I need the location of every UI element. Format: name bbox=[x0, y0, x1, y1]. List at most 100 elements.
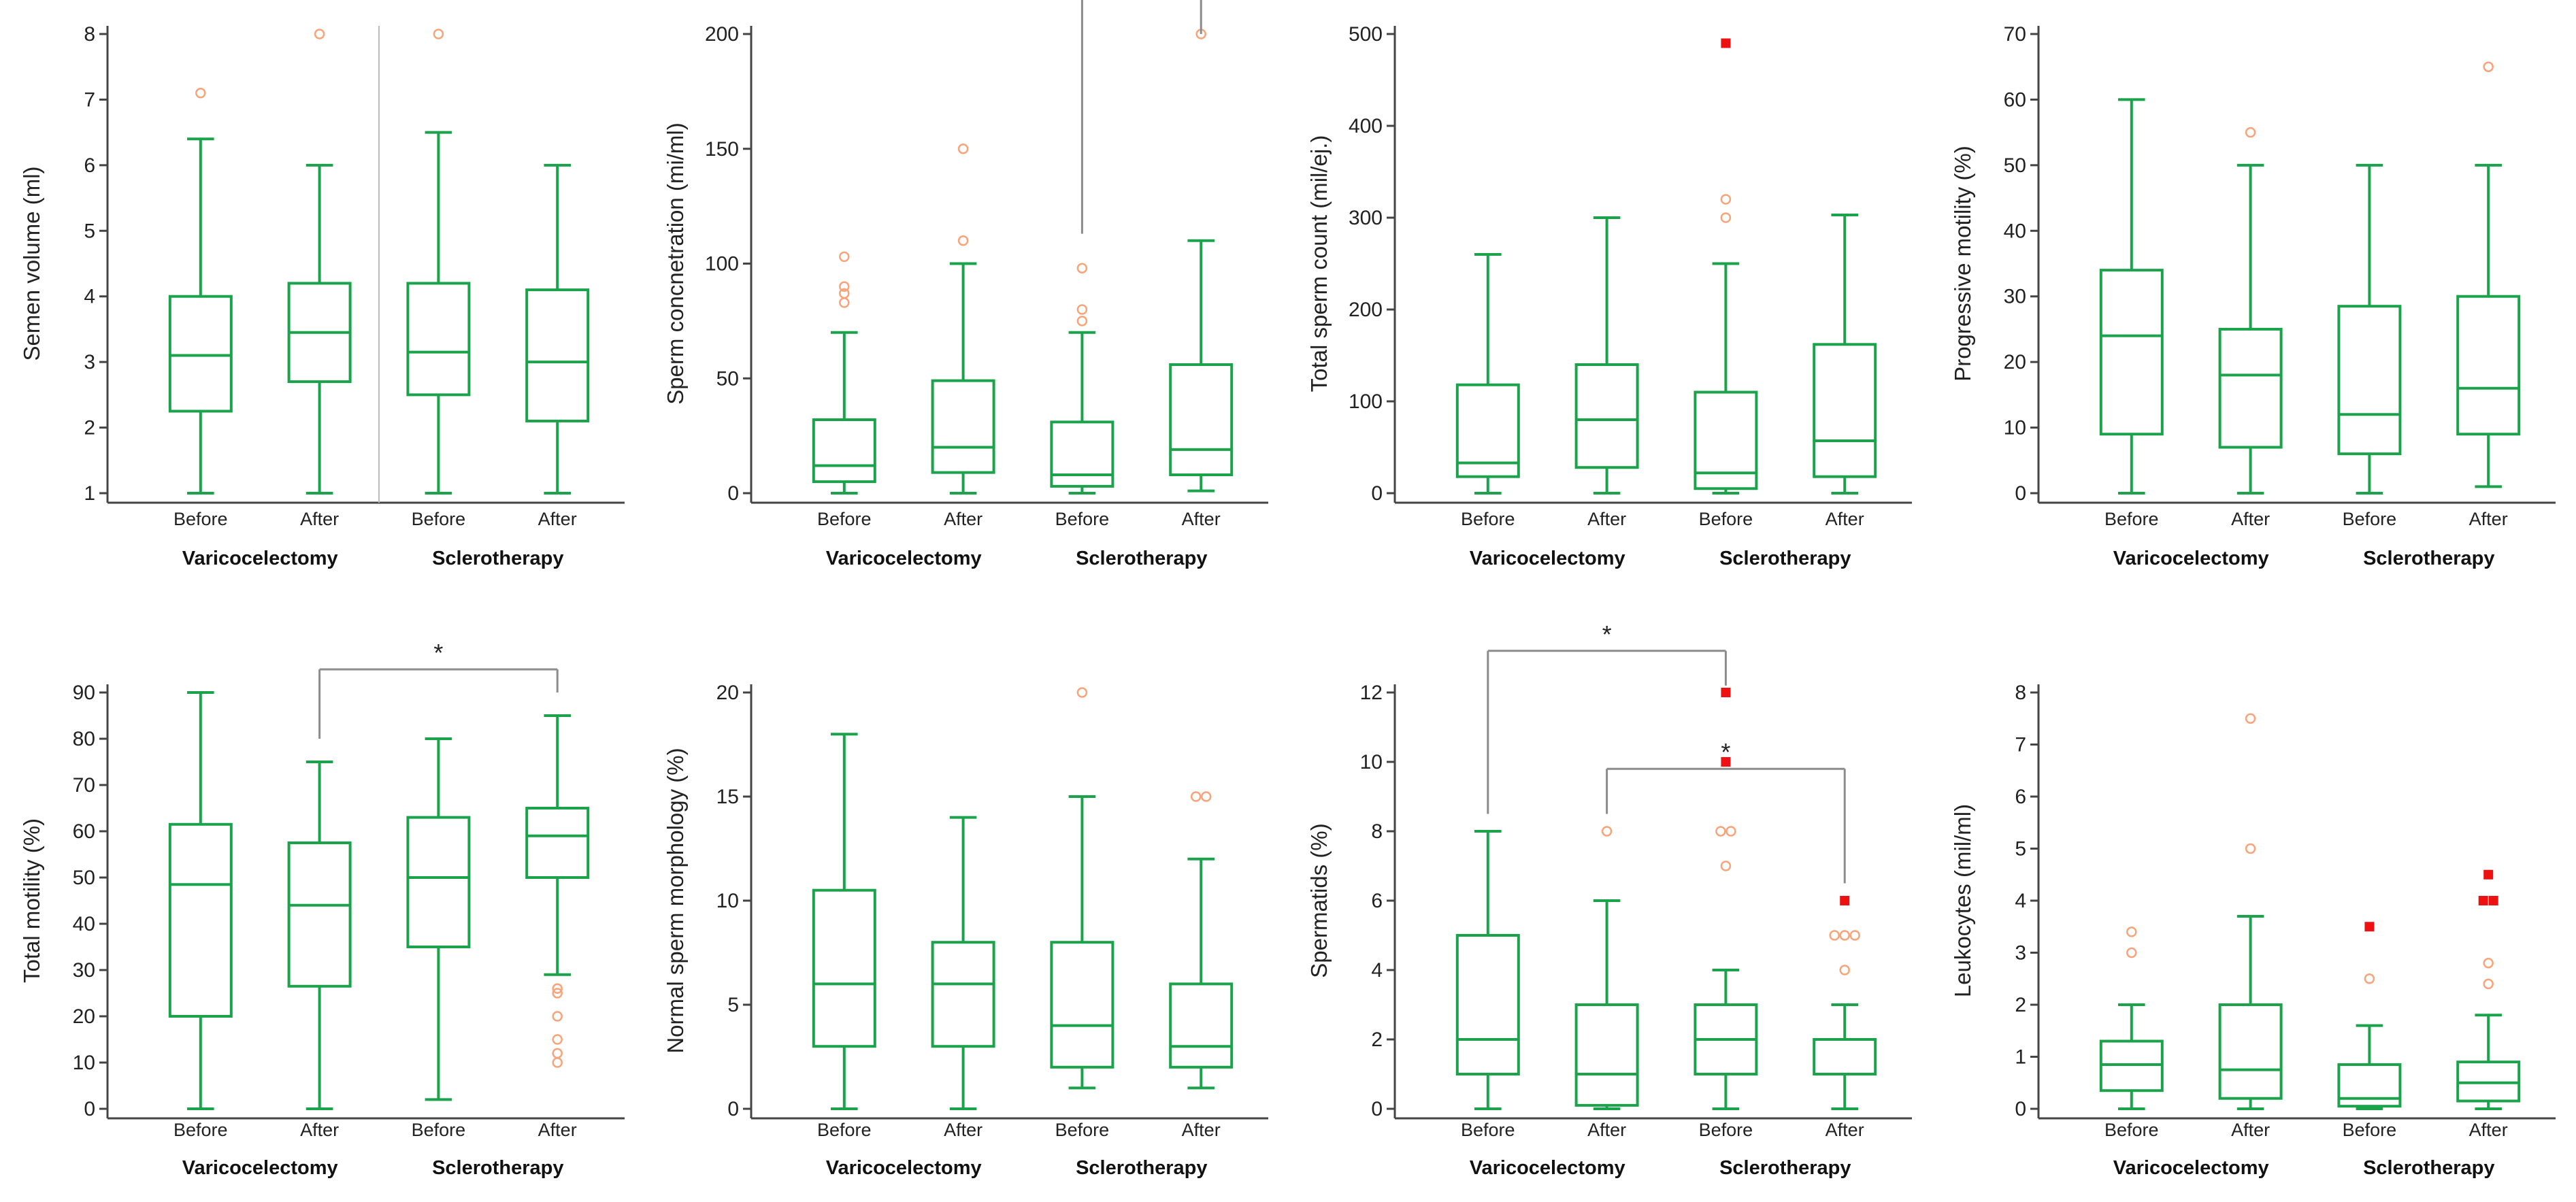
box-2 bbox=[2218, 127, 2283, 495]
group-label: Varicocelectomy bbox=[1470, 548, 1625, 569]
category-label: After bbox=[538, 509, 577, 529]
iqr-box bbox=[168, 822, 233, 1018]
y-tick-label: 1 bbox=[84, 482, 95, 505]
y-tick-label: 7 bbox=[84, 88, 95, 111]
y-tick-label: 0 bbox=[2015, 1098, 2026, 1120]
group-label: Sclerotherapy bbox=[1076, 1157, 1207, 1179]
outlier-point bbox=[1076, 687, 1088, 698]
y-tick-label: 20 bbox=[716, 682, 739, 704]
box-1 bbox=[1455, 253, 1520, 495]
box-4 bbox=[525, 714, 590, 1068]
significance-star: * bbox=[433, 639, 443, 667]
y-tick-label: 150 bbox=[705, 138, 739, 161]
outlier-point bbox=[1720, 194, 1732, 205]
group-label: Varicocelectomy bbox=[182, 548, 338, 569]
chart-panel-3: 0 100 200 300 400 500 Total sperm count (mil/e… bbox=[1306, 23, 1912, 569]
group-label: Sclerotherapy bbox=[1719, 548, 1851, 569]
box-3 bbox=[406, 737, 471, 1101]
y-axis-label: Leukocytes (mil/ml) bbox=[1950, 804, 1975, 997]
y-tick-label: 5 bbox=[2015, 838, 2026, 861]
y-tick-label: 8 bbox=[1371, 820, 1383, 843]
box-3 bbox=[1694, 38, 1758, 495]
category-label: After bbox=[1182, 509, 1221, 529]
iqr-box bbox=[2456, 295, 2521, 436]
category-label: Before bbox=[1699, 1120, 1753, 1140]
category-label: Before bbox=[1461, 509, 1515, 529]
category-label: Before bbox=[817, 1120, 872, 1140]
outlier-point bbox=[552, 983, 563, 994]
box-1 bbox=[168, 88, 233, 495]
outlier-point bbox=[1725, 826, 1736, 837]
category-label: After bbox=[300, 1120, 339, 1140]
y-tick-label: 1 bbox=[2015, 1046, 2026, 1069]
iqr-box bbox=[1813, 343, 1877, 478]
y-tick-label: 10 bbox=[1360, 751, 1383, 773]
outlier-point bbox=[2126, 926, 2137, 937]
iqr-box bbox=[931, 379, 995, 474]
far-outlier-point bbox=[1721, 38, 1731, 48]
chart-panel-6: 0 5 10 15 20 Normal sperm morphology (%) Befor… bbox=[663, 682, 1268, 1179]
box-3 bbox=[1050, 687, 1114, 1090]
far-outlier-point bbox=[2488, 896, 2498, 905]
outlier-point bbox=[552, 1011, 563, 1022]
box-3 bbox=[1050, 263, 1114, 495]
outlier-point bbox=[2245, 713, 2256, 724]
far-outlier-point bbox=[1840, 896, 1850, 905]
box-4 bbox=[1813, 213, 1877, 495]
y-tick-label: 5 bbox=[84, 220, 95, 242]
outlier-point bbox=[552, 988, 563, 999]
outlier-point bbox=[1720, 212, 1732, 223]
y-tick-label: 8 bbox=[84, 23, 95, 46]
iqr-box bbox=[2337, 1063, 2402, 1108]
significance-star: * bbox=[1721, 738, 1730, 766]
y-tick-label: 30 bbox=[73, 959, 95, 982]
category-label: After bbox=[538, 1120, 577, 1140]
iqr-box bbox=[406, 282, 471, 397]
y-tick-label: 500 bbox=[1349, 23, 1383, 46]
category-label: After bbox=[2469, 509, 2508, 529]
box-1 bbox=[2099, 926, 2164, 1110]
y-tick-label: 15 bbox=[716, 786, 739, 808]
category-label: Before bbox=[412, 509, 466, 529]
y-tick-label: 50 bbox=[2004, 154, 2026, 177]
significance-bracket-1: * bbox=[1487, 620, 1727, 814]
iqr-box bbox=[406, 816, 471, 948]
box-4 bbox=[525, 163, 590, 495]
box-1 bbox=[1455, 830, 1520, 1110]
category-label: After bbox=[1826, 1120, 1864, 1140]
outlier-point bbox=[1190, 791, 1202, 802]
iqr-box bbox=[287, 841, 352, 988]
y-tick-label: 2 bbox=[84, 417, 95, 439]
iqr-box bbox=[1694, 390, 1758, 490]
y-tick-label: 60 bbox=[73, 820, 95, 843]
outlier-point bbox=[2126, 947, 2137, 958]
outlier-point bbox=[1076, 263, 1088, 273]
y-tick-label: 5 bbox=[727, 994, 739, 1016]
group-label: Varicocelectomy bbox=[2113, 1157, 2269, 1179]
y-tick-label: 100 bbox=[1349, 390, 1383, 413]
iqr-box bbox=[1455, 383, 1520, 478]
group-label: Sclerotherapy bbox=[432, 548, 563, 569]
category-label: Before bbox=[1055, 509, 1110, 529]
y-tick-label: 3 bbox=[2015, 942, 2026, 965]
box-4 bbox=[1169, 29, 1234, 493]
outlier-point bbox=[1839, 965, 1850, 975]
chart-panel-7: 0 2 4 6 8 10 12 Spermatids (%) Before After Before… bbox=[1306, 620, 1912, 1179]
box-3 bbox=[406, 29, 471, 495]
y-tick-label: 300 bbox=[1349, 207, 1383, 229]
y-tick-label: 10 bbox=[2004, 417, 2026, 439]
y-tick-label: 0 bbox=[84, 1098, 95, 1120]
outlier-point bbox=[1829, 930, 1840, 941]
y-tick-label: 2 bbox=[1371, 1029, 1383, 1051]
outlier-point bbox=[1076, 304, 1088, 315]
group-label: Varicocelectomy bbox=[1470, 1157, 1625, 1179]
y-tick-label: 0 bbox=[2015, 482, 2026, 505]
outlier-point bbox=[1715, 826, 1726, 837]
outlier-point bbox=[552, 1057, 563, 1068]
box-2 bbox=[1574, 826, 1639, 1110]
y-tick-label: 0 bbox=[1371, 482, 1383, 505]
y-axis-label: Spermatids (%) bbox=[1306, 823, 1332, 978]
outlier-point bbox=[195, 88, 206, 99]
significance-bracket-2: * bbox=[1606, 738, 1846, 884]
category-label: Before bbox=[2104, 509, 2159, 529]
